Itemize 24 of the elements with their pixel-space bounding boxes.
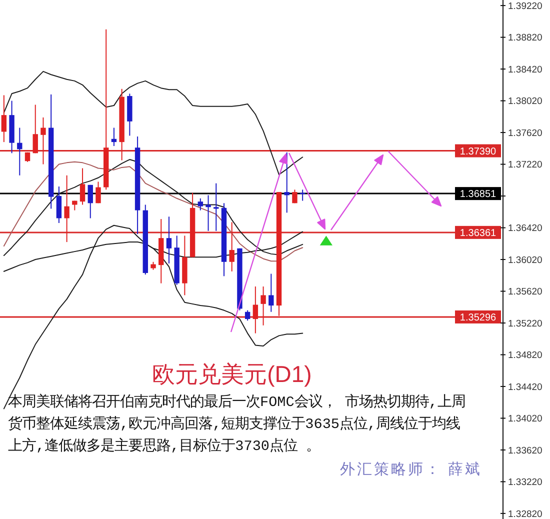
y-tick-label: 1.35620 [508,286,542,298]
annotation: 外汇策略师： 薛斌 [340,460,482,479]
y-tick-label: 1.38420 [508,64,542,76]
y-tick-label: 1.33220 [508,477,542,488]
line-series [3,70,304,176]
ref-line-label: 1.36361 [460,228,497,240]
y-tick-label: 1.34420 [508,382,542,393]
y-tick-label: 1.34020 [508,414,542,425]
y-tick-label: 1.34820 [508,350,542,362]
y-tick-label: 1.37620 [508,128,542,139]
y-tick-label: 1.38020 [508,96,542,108]
ref-line-label: 1.36851 [460,189,497,200]
ref-line-label: 1.35296 [460,312,497,324]
y-tick-label: 1.36020 [508,254,542,266]
y-tick-label: 1.33620 [508,445,542,456]
text: 欧元兑美元(D1) [152,361,312,387]
y-tick-label: 1.36420 [508,223,542,234]
y-tick-label: 1.37220 [508,160,542,171]
y-tick-label: 1.32820 [508,508,542,519]
annotation: 本周美联储将召开伯南克时代的最后一次FOMC会议， 市场热切期待,上周货币整体延续震荡,欧元冲高回落,短期支撑位于3635点位,周线位于均线上方,逢低做多是主要思路,目标位于3730点位 。 [8,392,466,457]
y-tick-label: 1.35220 [508,318,542,330]
y-tick-label: 1.38820 [508,32,542,44]
y-tick-label: 1.39220 [508,0,542,12]
ref-line-label: 1.37390 [460,146,497,158]
